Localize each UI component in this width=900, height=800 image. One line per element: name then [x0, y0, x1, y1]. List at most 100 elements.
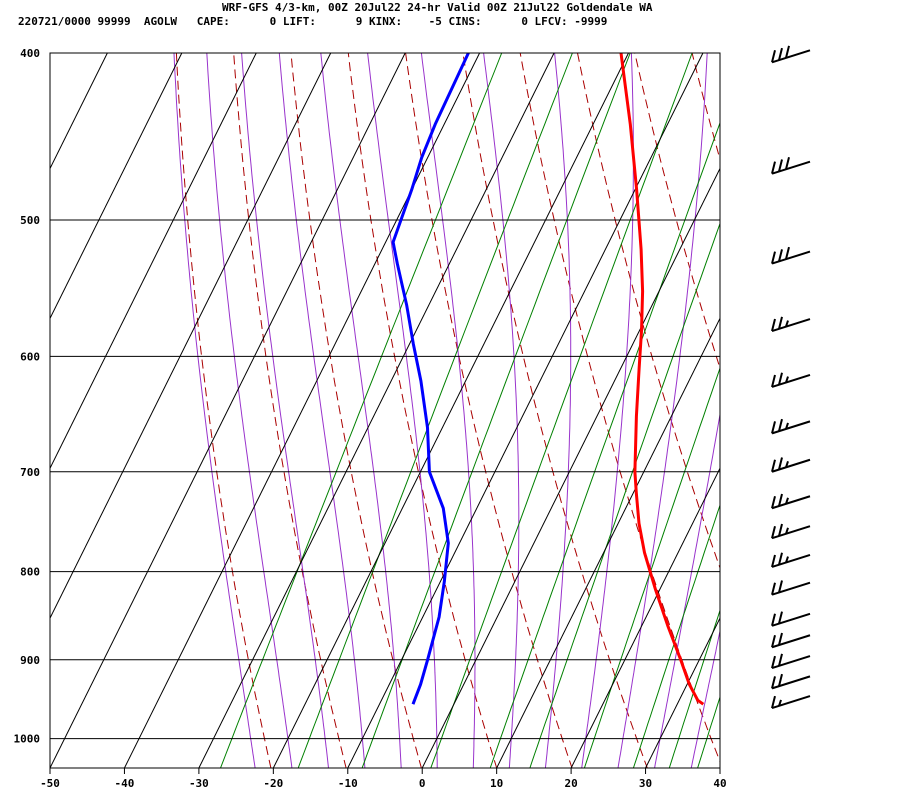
- x-tick-label: 10: [490, 777, 503, 790]
- barb-flag: [771, 582, 776, 595]
- moist-adiabat: [654, 411, 720, 768]
- isotherm: [50, 53, 183, 320]
- grid: [50, 52, 720, 768]
- x-tick-label: -10: [338, 777, 358, 790]
- barb-half-flag: [785, 527, 789, 535]
- moist-adiabat: [206, 53, 293, 768]
- dry-adiabat: [576, 53, 720, 570]
- barb-staff: [771, 420, 811, 435]
- mixing-ratio-line: [583, 366, 720, 768]
- mixing-ratio-line: [430, 53, 693, 768]
- barb-staff: [771, 695, 811, 710]
- barb-flag: [778, 493, 783, 507]
- y-tick-label: 700: [20, 466, 40, 479]
- isotherm: [198, 53, 555, 768]
- barb-flag: [778, 523, 783, 537]
- barb-staff: [771, 49, 811, 64]
- barb-flag: [771, 554, 776, 568]
- moist-adiabat: [690, 629, 720, 768]
- wind-barb: [771, 523, 811, 540]
- mixing-ratio-line: [297, 53, 573, 768]
- barb-staff: [771, 250, 811, 265]
- isotherm: [347, 53, 704, 768]
- isotherm: [496, 317, 720, 768]
- barb-flag: [771, 655, 776, 669]
- mixing-ratio-line: [632, 503, 720, 768]
- isotherm: [645, 617, 720, 768]
- barb-staff: [771, 675, 811, 690]
- moist-adiabat: [544, 53, 572, 768]
- barb-flag: [778, 457, 783, 470]
- x-tick-label: -40: [115, 777, 135, 790]
- dry-adiabat: [290, 53, 422, 768]
- chart-title: WRF-GFS 4/3-km, 00Z 20Jul22 24-hr Valid …: [222, 1, 653, 14]
- isotherm: [50, 53, 332, 620]
- barb-half-flag: [785, 422, 789, 430]
- barb-half-flag: [785, 497, 789, 505]
- wind-barb: [771, 673, 811, 690]
- stability-indices: 220721/0000 99999 AGOLW CAPE: 0 LIFT: 9 …: [18, 15, 608, 28]
- dewpoint-profile: [391, 53, 470, 705]
- barb-flag: [778, 653, 783, 667]
- barb-flag: [778, 632, 783, 646]
- barb-flag: [771, 695, 776, 709]
- x-tick-label: 0: [419, 777, 426, 790]
- wind-barb: [771, 632, 811, 649]
- moist-adiabat: [483, 53, 520, 768]
- barb-flag: [785, 246, 790, 260]
- barb-half-flag: [785, 556, 789, 563]
- barb-flag: [771, 318, 776, 332]
- barb-flag: [771, 251, 776, 264]
- isotherm: [50, 53, 406, 768]
- axis-ticks: -50 -40 -30 -20 -10 0 10 20 30 40 400 500 600 700 800 9…: [14, 47, 727, 790]
- barb-staff: [771, 318, 811, 332]
- barb-staff: [771, 554, 811, 568]
- y-tick-label: 1000: [14, 733, 41, 746]
- y-tick-label: 900: [20, 654, 40, 667]
- y-tick-label: 400: [20, 47, 40, 60]
- barb-flag: [771, 50, 776, 63]
- barb-flag: [778, 159, 783, 172]
- moist-adiabat: [725, 15, 900, 783]
- y-tick-label: 600: [20, 350, 40, 363]
- x-tick-label: -30: [189, 777, 209, 790]
- barb-staff: [771, 458, 811, 473]
- barb-flag: [771, 374, 776, 388]
- wind-barb: [771, 695, 811, 710]
- barb-staff: [771, 655, 811, 670]
- dry-adiabat: [691, 53, 720, 162]
- barb-half-flag: [785, 461, 789, 468]
- wind-barb: [771, 493, 811, 510]
- barb-flag: [771, 613, 776, 627]
- dry-adiabat: [405, 53, 573, 768]
- isotherm: [50, 53, 257, 470]
- x-tick-label: -50: [40, 777, 60, 790]
- moist-adiabat: [420, 53, 476, 768]
- barb-flag: [778, 47, 783, 61]
- isotherm: [421, 167, 720, 768]
- isotherm: [719, 766, 720, 768]
- x-tick-label: 20: [564, 777, 577, 790]
- dry-adiabat: [347, 53, 498, 768]
- barb-half-flag: [785, 320, 789, 327]
- isotherm: [50, 53, 108, 170]
- wind-barbs: [771, 45, 811, 710]
- dry-adiabat: [796, 15, 900, 783]
- y-tick-label: 800: [20, 566, 40, 579]
- mixing-ratio-line: [529, 222, 720, 768]
- wind-barb: [771, 316, 811, 332]
- isotherm: [272, 53, 629, 768]
- mixing-ratio-line: [219, 53, 503, 768]
- isotherm: [570, 467, 720, 768]
- barb-flag: [778, 372, 783, 385]
- mixing-ratio-line: [697, 695, 720, 768]
- x-tick-label: 30: [639, 777, 652, 790]
- barb-flag: [778, 552, 783, 566]
- dry-adiabat: [739, 15, 900, 783]
- x-tick-label: -20: [263, 777, 283, 790]
- mixing-ratio-line: [361, 53, 631, 768]
- barb-staff: [771, 581, 811, 596]
- wind-barb: [771, 45, 811, 64]
- barb-staff: [771, 634, 811, 649]
